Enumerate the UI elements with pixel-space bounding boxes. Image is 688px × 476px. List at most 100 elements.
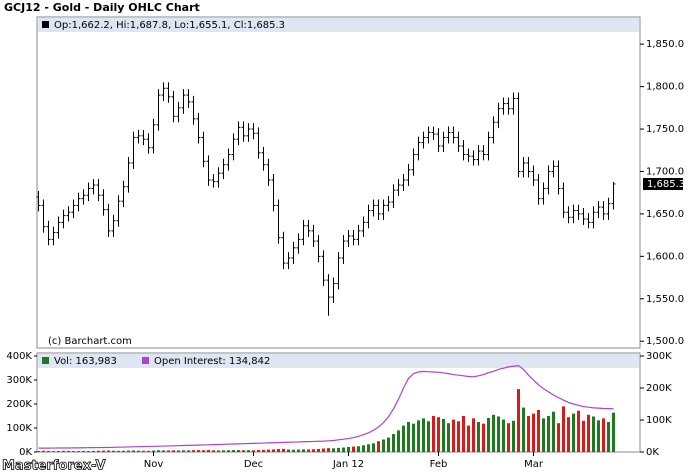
last-price-label: 1,685.3 [647,179,685,190]
volume-bar [222,450,225,452]
volume-bar [442,418,445,452]
volume-bar [357,446,360,452]
volume-bar [422,418,425,452]
y2-tick-label: 0K [646,447,659,458]
legend-text: Op:1,662.2, Hi:1,687.8, Lo:1,655.1, Cl:1… [54,20,285,31]
volume-bar [552,411,555,452]
volume-bar [132,450,135,452]
volume-bar [72,451,75,452]
last-price-badge [643,178,683,190]
volume-bar [182,450,185,452]
volume-bar [447,423,450,452]
y-tick-label: 1,550.0 [646,294,684,305]
volume-bar [267,449,270,452]
volume-bar [477,422,480,452]
volume-bar [212,450,215,452]
volume-bar [187,450,190,452]
volume-bar [337,447,340,452]
volume-bar [277,449,280,452]
volume-bar [107,450,110,452]
volume-bar [227,450,230,452]
volume-bar [252,450,255,452]
volume-bar [507,423,510,452]
volume-bar [527,416,530,452]
y-tick-label: 1,650.0 [646,209,684,220]
volume-bar [137,450,140,452]
volume-bar [207,450,210,452]
y-tick-label: 200K [6,399,32,410]
volume-bar [287,449,290,452]
volume-bar [377,441,380,452]
volume-bar [152,450,155,452]
volume-bar [292,449,295,452]
x-tick-label: Dec [244,459,263,470]
volume-bar [607,422,610,452]
volume-bar [457,421,460,452]
volume-bar [232,450,235,452]
volume-bar [297,449,300,452]
volume-bar [62,450,65,452]
volume-bar [567,417,570,452]
x-tick-label: Feb [430,459,448,470]
volume-bar [67,450,70,452]
volume-bar [247,450,250,452]
volume-bar [367,444,370,452]
volume-bar [517,389,520,452]
volume-bar [462,416,465,452]
legend-label: Open Interest: 134,842 [154,356,270,367]
volume-bar [402,425,405,452]
volume-bar [117,450,120,452]
volume-bar [497,416,500,452]
volume-bar [127,450,130,452]
volume-bar [557,423,560,452]
volume-bar [237,450,240,452]
y-tick-label: 100K [6,423,32,434]
legend-label: Vol: 163,983 [54,356,117,367]
volume-bar [102,450,105,452]
y2-tick-label: 200K [646,383,672,394]
volume-bar [392,434,395,452]
open-interest-line [38,364,614,449]
volume-bar [52,451,55,452]
volume-bar [312,449,315,452]
volume-bar [472,418,475,452]
volume-bar [282,448,285,452]
volume-bar [317,448,320,452]
volume-bar [97,450,100,452]
volume-bar [42,450,45,452]
legend-band [38,354,639,368]
y-tick-label: 1,700.0 [646,166,684,177]
volume-bar [437,417,440,452]
volume-bar [172,450,175,452]
volume-bar [562,406,565,452]
volume-bar [157,450,160,452]
volume-bar [272,449,275,452]
volume-bar [92,450,95,452]
volume-bar [587,414,590,452]
volume-bar [217,450,220,452]
volume-bar [372,443,375,452]
y2-tick-label: 100K [646,415,672,426]
volume-bar [147,450,150,452]
price-panel [36,16,641,349]
volume-bar [262,449,265,452]
volume-bar [307,449,310,452]
volume-bar [37,451,40,452]
volume-bar [162,450,165,452]
volume-bar [387,437,390,452]
volume-bar [397,430,400,452]
volume-bar [602,418,605,452]
x-tick-label: Mar [524,459,544,470]
legend-swatch [42,21,49,28]
volume-bar [257,449,260,452]
volume-bar [142,450,145,452]
y-tick-label: 1,600.0 [646,251,684,262]
legend-band [38,18,639,32]
volume-bar [327,448,330,452]
y-tick-label: 300K [6,375,32,386]
volume-bar [342,447,345,452]
volume-bar [352,446,355,452]
legend-swatch [42,357,49,364]
volume-bar [87,451,90,452]
